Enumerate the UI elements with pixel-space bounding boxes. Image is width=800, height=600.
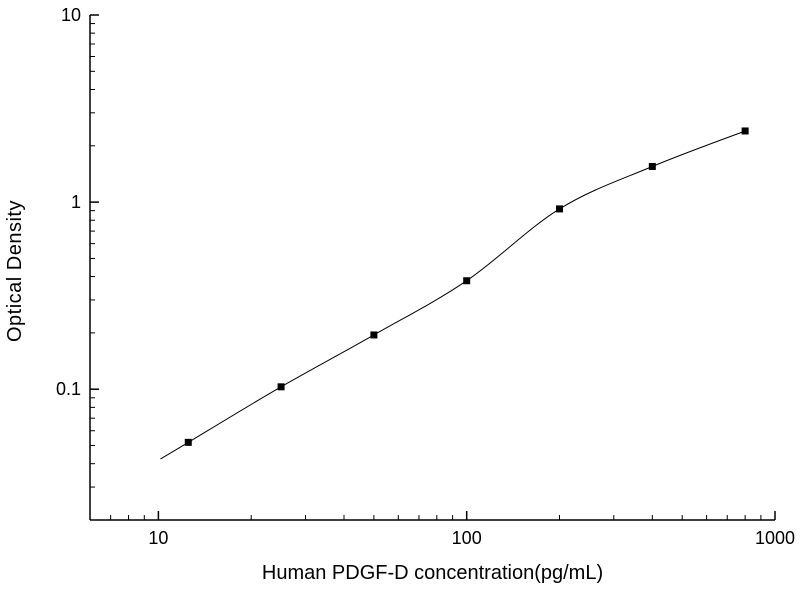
x-tick-label: 1000 (755, 528, 795, 548)
data-point-marker (648, 162, 656, 170)
x-tick-label: 10 (148, 528, 168, 548)
data-point-marker (277, 383, 285, 391)
data-point-marker (184, 438, 192, 446)
x-axis-label: Human PDGF-D concentration(pg/mL) (261, 562, 604, 584)
data-point-marker (556, 205, 564, 213)
fit-curve (160, 130, 746, 460)
y-tick-label: 10 (61, 5, 81, 25)
y-tick-label: 1 (71, 192, 81, 212)
data-point-marker (741, 127, 749, 135)
y-axis-label: Optical Density (4, 200, 26, 342)
y-tick-label: 0.1 (56, 379, 81, 399)
data-point-marker (370, 331, 378, 339)
x-tick-label: 100 (452, 528, 482, 548)
data-point-marker (463, 277, 471, 285)
